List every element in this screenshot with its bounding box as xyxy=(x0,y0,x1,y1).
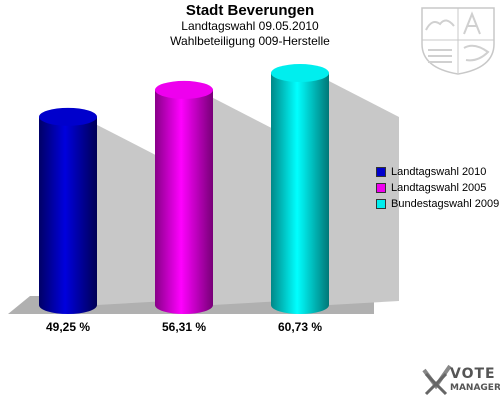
legend-label: Landtagswahl 2005 xyxy=(391,182,487,194)
bar-landtagswahl-2010 xyxy=(39,107,97,315)
chart-legend: Landtagswahl 2010 Landtagswahl 2005 Bund… xyxy=(376,164,499,212)
chart-subtitle-district: Wahlbeteiligung 009-Herstelle xyxy=(170,34,330,48)
bar-body xyxy=(39,116,97,315)
legend-label: Bundestagswahl 2009 xyxy=(391,198,500,210)
legend-swatch xyxy=(376,199,386,209)
legend-item-bundestagswahl-2009: Bundestagswahl 2009 xyxy=(376,196,499,212)
coat-of-arms-icon xyxy=(421,7,495,75)
bar-top xyxy=(271,64,329,83)
legend-item-landtagswahl-2010: Landtagswahl 2010 xyxy=(376,164,499,180)
bar-body xyxy=(155,89,213,314)
bar-shadow-bundestagswahl-2009 xyxy=(329,81,399,305)
vote-manager-logo: VOTE MANAGER xyxy=(422,364,500,398)
logo-line-manager: MANAGER xyxy=(450,383,500,393)
bar-shadow-landtagswahl-2005 xyxy=(213,97,283,305)
checkmark-x-icon xyxy=(422,364,452,396)
chart-subtitle-election: Landtagswahl 09.05.2010 xyxy=(181,19,319,33)
bar-top xyxy=(155,80,213,99)
logo-line-vote: VOTE xyxy=(450,366,496,382)
legend-swatch xyxy=(376,167,386,177)
bar-top xyxy=(39,107,97,126)
value-label-landtagswahl-2010: 49,25 % xyxy=(45,320,91,334)
bar-landtagswahl-2005 xyxy=(155,80,213,314)
bar-bundestagswahl-2009 xyxy=(271,64,329,314)
bar-body xyxy=(271,73,329,314)
chart-header: Stadt Beverungen Landtagswahl 09.05.2010… xyxy=(0,2,500,49)
legend-label: Landtagswahl 2010 xyxy=(391,166,487,178)
legend-item-landtagswahl-2005: Landtagswahl 2005 xyxy=(376,180,499,196)
value-label-landtagswahl-2005: 56,31 % xyxy=(161,320,207,334)
bar-shadow-landtagswahl-2010 xyxy=(97,124,167,306)
chart-title: Stadt Beverungen xyxy=(185,2,315,19)
value-label-bundestagswahl-2009: 60,73 % xyxy=(277,320,323,334)
legend-swatch xyxy=(376,183,386,193)
